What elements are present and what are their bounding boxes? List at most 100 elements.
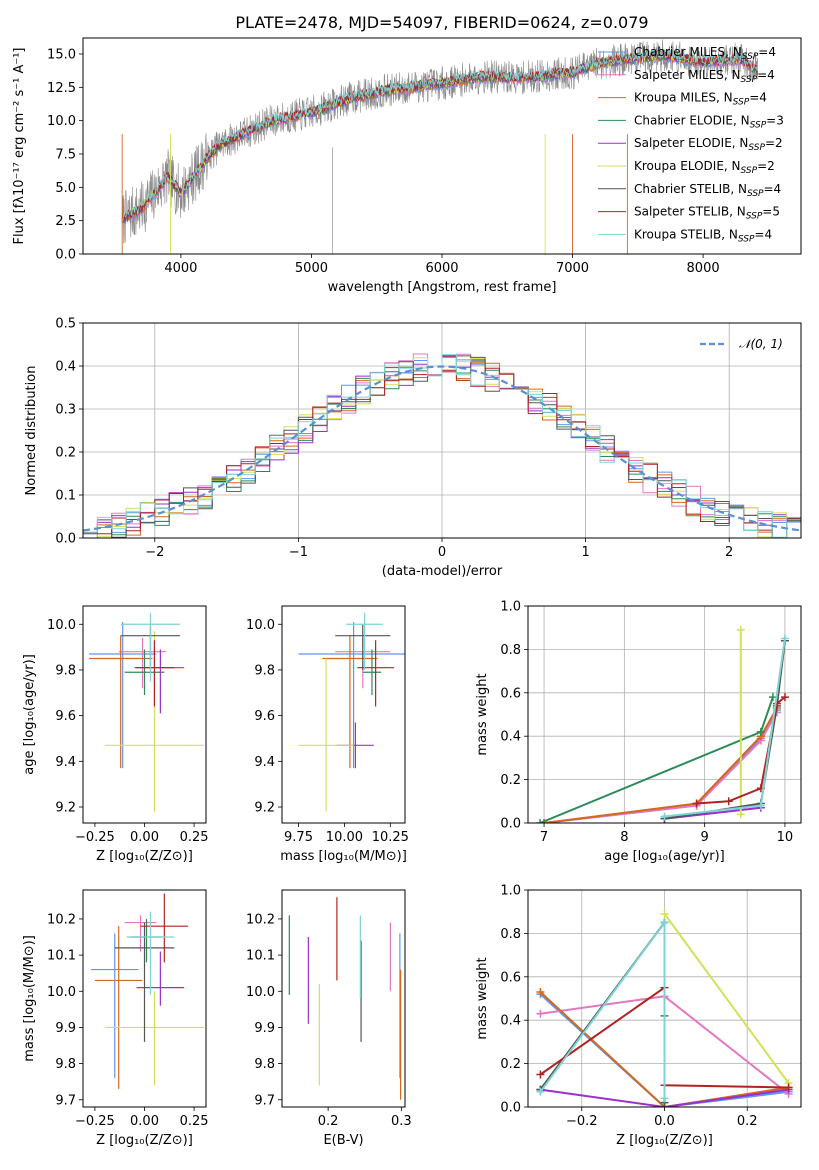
legend-label: Chabrier STELIB, NSSP=4: [634, 182, 781, 199]
x-tick-label: 4000: [164, 261, 197, 276]
gaussian-curve: [83, 365, 801, 532]
y-tick-label: 9.2: [55, 801, 76, 816]
legend-label: Chabrier ELODIE, NSSP=3: [634, 113, 784, 130]
weight-marker: [660, 812, 669, 821]
x-tick-label: 0.0: [654, 1114, 675, 1129]
x-tick-label: −0.25: [75, 1114, 115, 1129]
error-bar-point: [298, 621, 405, 769]
error-bar-point: [90, 933, 139, 1079]
error-bar-point: [120, 612, 181, 682]
y-tick-label: 9.4: [55, 755, 76, 770]
x-axis-label: age [log₁₀(age/yr)]: [604, 849, 725, 864]
y-tick-label: 9.7: [254, 1093, 275, 1108]
weight-marker: [780, 693, 789, 702]
legend-label: 𝒩(0, 1): [739, 337, 783, 351]
y-tick-label: 0.0: [500, 1101, 521, 1116]
y-tick-label: 0.5: [55, 317, 76, 332]
y-tick-label: 0.2: [55, 446, 76, 461]
weight-marker: [756, 801, 765, 810]
weight-marker: [536, 1070, 545, 1079]
y-tick-label: 5.0: [55, 181, 76, 196]
x-axis-label: E(B-V): [323, 1133, 363, 1148]
axes-frame: [82, 37, 802, 255]
y-tick-label: 9.7: [55, 1093, 76, 1108]
y-tick-label: 10.0: [47, 985, 76, 1000]
y-tick-label: 10.0: [246, 985, 275, 1000]
y-tick-label: 10.2: [246, 912, 275, 927]
error-bar-point: [298, 658, 354, 812]
y-tick-label: 0.2: [500, 773, 521, 788]
chart-title: PLATE=2478, MJD=54097, FIBERID=0624, z=0…: [235, 13, 648, 32]
legend-label: Kroupa STELIB, NSSP=4: [634, 227, 772, 244]
mass-vs-extinction-panel: 0.2 0.3 9.7 9.8 9.9 10.0 10.1 10.2 E(B-V): [246, 889, 412, 1148]
legend-label: Kroupa ELODIE, NSSP=2: [634, 159, 775, 176]
x-tick-label: 0.2: [737, 1114, 758, 1129]
y-tick-label: 0.0: [55, 248, 76, 263]
y-tick-label: 1.0: [500, 600, 521, 615]
y-tick-label: 0.6: [500, 970, 521, 985]
legend-label: Kroupa MILES, NSSP=4: [634, 91, 767, 108]
error-bar-point: [124, 915, 157, 952]
age-vs-mass-panel: 9.75 10.00 10.25 9.2 9.4 9.6 9.8 10.0 mass [log₁…: [246, 605, 409, 864]
x-tick-label: 7: [540, 830, 548, 845]
weight-series-line: [663, 913, 790, 1084]
x-tick-label: 9: [701, 830, 709, 845]
y-tick-label: 10.1: [47, 949, 76, 964]
weight-lines: [536, 625, 789, 823]
x-tick-label: 0.3: [391, 1114, 412, 1129]
axes-frame: [527, 605, 802, 824]
y-tick-label: 9.6: [254, 709, 275, 724]
x-tick-label: −2: [145, 545, 164, 560]
y-axis-label: age [log₁₀(age/yr)]: [22, 654, 37, 775]
x-tick-label: 8: [620, 830, 628, 845]
y-tick-label: 0.0: [500, 817, 521, 832]
error-bar-point: [140, 893, 189, 963]
weight-marker: [756, 727, 765, 736]
y-tick-label: 9.8: [55, 663, 76, 678]
error-bar-point: [118, 637, 167, 689]
x-tick-label: 8000: [687, 261, 720, 276]
x-tick-label: 10.00: [326, 830, 363, 845]
y-tick-label: 0.1: [55, 489, 76, 504]
age-vs-metallicity-panel: −0.25 0.00 0.25 9.2 9.4 9.6 9.8 10.0 Z [log₁₀(Z/…: [22, 605, 209, 864]
weight-marker: [724, 797, 733, 806]
y-tick-label: 9.2: [254, 801, 275, 816]
y-tick-label: 9.6: [55, 709, 76, 724]
weight-series-line: [543, 707, 778, 823]
axes-frame: [82, 322, 802, 539]
weight-series-line: [540, 1088, 789, 1107]
x-tick-label: 7000: [556, 261, 589, 276]
x-tick-label: 0.2: [318, 1114, 339, 1129]
x-axis-label: mass [log₁₀(M/M⊙)]: [280, 849, 407, 864]
y-tick-label: 0.6: [500, 686, 521, 701]
mass-weight-vs-metallicity-panel: −0.2 0.0 0.2 0.0 0.2 0.4 0.6 0.8 1.0 Z [log₁₀(Z/Z…: [475, 884, 802, 1148]
axes-frame: [281, 605, 406, 824]
spectrum-legend: Chabrier MILES, NSSP=4 Salpeter MILES, NS…: [598, 45, 784, 244]
error-bar-point: [134, 640, 175, 707]
y-tick-label: 0.0: [55, 532, 76, 547]
y-tick-label: 10.0: [47, 618, 76, 633]
x-tick-label: 0.00: [130, 1114, 159, 1129]
weight-marker: [536, 987, 545, 996]
y-tick-label: 9.8: [55, 1057, 76, 1072]
error-bar-point: [346, 612, 383, 670]
y-tick-label: 0.2: [500, 1057, 521, 1072]
weight-series-line: [539, 991, 789, 1107]
y-tick-label: 0.4: [500, 1014, 521, 1029]
y-tick-label: 12.5: [47, 81, 76, 96]
weight-marker: [660, 918, 669, 927]
x-tick-label: 10: [777, 830, 794, 845]
y-axis-label: mass [log₁₀(M/M⊙)]: [22, 935, 37, 1062]
y-tick-label: 10.0: [47, 114, 76, 129]
weight-series-line: [543, 711, 778, 823]
mass-vs-metallicity-panel: −0.25 0.00 0.25 9.7 9.8 9.9 10.0 10.1 10.2 Z [log…: [22, 889, 209, 1148]
y-tick-label: 7.5: [55, 148, 76, 163]
error-bars: [288, 897, 402, 1100]
error-bar-point: [126, 911, 175, 995]
weight-lines: [536, 909, 793, 1107]
x-axis-label: Z [log₁₀(Z/Z⊙)]: [96, 849, 193, 864]
axes-frame: [527, 889, 802, 1108]
x-tick-label: −0.25: [75, 830, 115, 845]
weight-marker: [692, 799, 701, 808]
